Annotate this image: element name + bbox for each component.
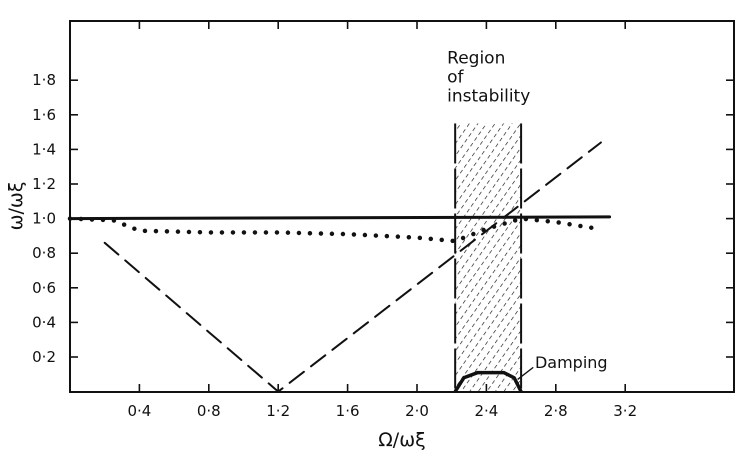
dashed-series-line <box>103 141 602 393</box>
y-tick-label: 0·8 <box>32 244 56 262</box>
x-tick-label: 2·0 <box>405 402 429 420</box>
solid-series-line <box>68 215 612 221</box>
x-tick-label: 2·4 <box>474 402 498 420</box>
damping-label: Damping <box>535 353 608 372</box>
x-tick-label: 0·8 <box>197 402 221 420</box>
region-label: instability <box>447 86 530 106</box>
y-tick-label: 1·4 <box>32 140 56 158</box>
damping-leader-line <box>517 366 534 381</box>
x-tick-label: 2·8 <box>544 402 568 420</box>
y-tick-label: 0·4 <box>32 313 56 331</box>
y-tick-label: 1·6 <box>32 106 56 124</box>
plot-frame <box>69 20 735 393</box>
region-label: Region <box>447 48 505 68</box>
series-layer <box>67 141 612 393</box>
x-axis-label: Ω/ωξ <box>378 429 425 451</box>
instability-region <box>455 123 522 392</box>
region-label: of <box>447 67 464 87</box>
y-tick-label: 0·2 <box>32 348 56 366</box>
x-tick-label: 1·6 <box>336 402 360 420</box>
ticks-layer: 0·4 0·8 1·2 1·6 2·0 2·4 2·8 3·2 0·2 0·4 0·6 0·8 1·0 1… <box>32 21 734 420</box>
dotted-series-line <box>67 216 602 244</box>
damping-curve <box>453 370 523 393</box>
y-axis-label: ω/ωξ <box>5 182 27 231</box>
y-tick-label: 1·0 <box>32 210 56 228</box>
y-tick-label: 1·2 <box>32 175 56 193</box>
x-tick-label: 3·2 <box>613 402 637 420</box>
x-tick-label: 1·2 <box>266 402 290 420</box>
y-tick-label: 0·6 <box>32 279 56 297</box>
x-tick-label: 0·4 <box>127 402 151 420</box>
annotations-layer: Damping <box>453 353 608 393</box>
y-tick-label: 1·8 <box>32 71 56 89</box>
